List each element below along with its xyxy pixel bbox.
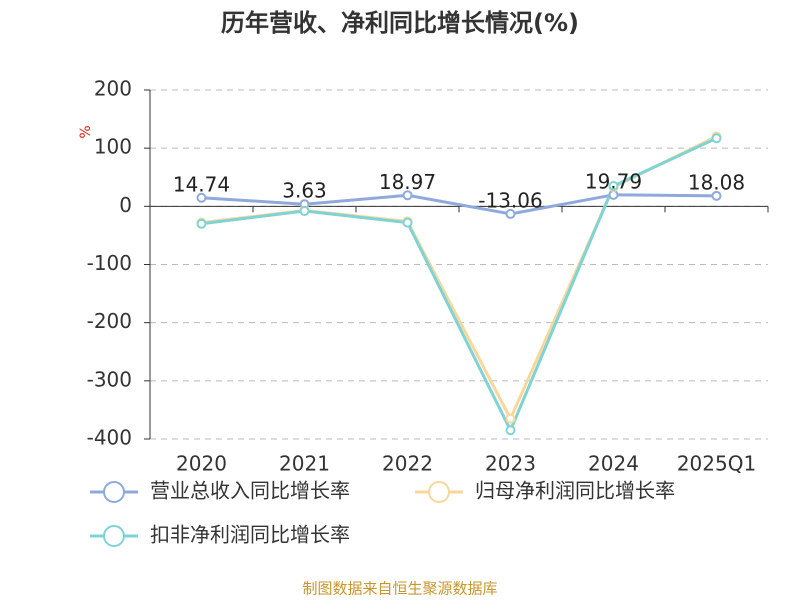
data-point <box>505 425 516 436</box>
data-point <box>505 208 516 219</box>
legend-marker <box>103 525 125 547</box>
data-point <box>402 217 413 228</box>
data-point <box>196 192 207 203</box>
data-point <box>505 413 516 424</box>
data-label: 18.97 <box>379 170 436 194</box>
chart-title: 历年营收、净利同比增长情况(%) <box>221 9 579 37</box>
legend-label: 营业总收入同比增长率 <box>150 479 350 503</box>
y-tick-label: -200 <box>87 309 132 333</box>
data-label: 19.79 <box>585 169 642 193</box>
data-point <box>711 190 722 201</box>
y-tick-label: 200 <box>94 77 132 101</box>
y-tick-label: 100 <box>94 135 132 159</box>
source-note: 制图数据来自恒生聚源数据库 <box>302 580 497 598</box>
data-point <box>196 218 207 229</box>
data-point <box>402 190 413 201</box>
y-tick-label: 0 <box>119 193 132 217</box>
data-label: 3.63 <box>282 179 327 203</box>
y-tick-label: -400 <box>87 426 132 450</box>
x-tick-label: 2025Q1 <box>677 452 756 476</box>
legend-marker <box>103 481 125 503</box>
data-point <box>608 180 619 191</box>
x-tick-label: 2024 <box>588 452 639 476</box>
legend-label: 归母净利润同比增长率 <box>475 479 675 503</box>
y-axis-label: % <box>78 125 94 138</box>
x-tick-label: 2022 <box>382 452 433 476</box>
series-line <box>201 136 718 434</box>
data-point <box>711 133 722 144</box>
y-tick-label: -100 <box>87 251 132 275</box>
data-point <box>299 205 310 216</box>
data-label: 14.74 <box>173 172 230 196</box>
x-tick-label: 2023 <box>485 452 536 476</box>
legend-label: 扣非净利润同比增长率 <box>150 523 350 547</box>
data-label: 18.08 <box>688 170 745 194</box>
series-line <box>201 193 717 216</box>
x-tick-label: 2021 <box>279 452 330 476</box>
legend-marker <box>428 481 450 503</box>
data-label: -13.06 <box>478 188 542 212</box>
y-tick-label: -300 <box>87 367 132 391</box>
x-tick-label: 2020 <box>176 452 227 476</box>
